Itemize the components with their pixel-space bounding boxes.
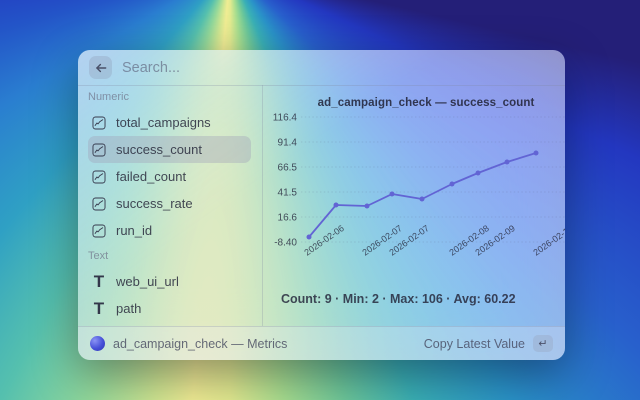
- svg-text:2026-02-10: 2026-02-10: [531, 223, 565, 258]
- svg-text:16.6: 16.6: [278, 213, 298, 224]
- svg-text:-8.40: -8.40: [274, 238, 297, 249]
- svg-text:2026-02-06: 2026-02-06: [302, 223, 345, 258]
- svg-text:91.4: 91.4: [278, 138, 298, 149]
- svg-text:116.4: 116.4: [273, 113, 298, 124]
- svg-text:41.5: 41.5: [278, 188, 298, 199]
- svg-text:66.5: 66.5: [278, 163, 298, 174]
